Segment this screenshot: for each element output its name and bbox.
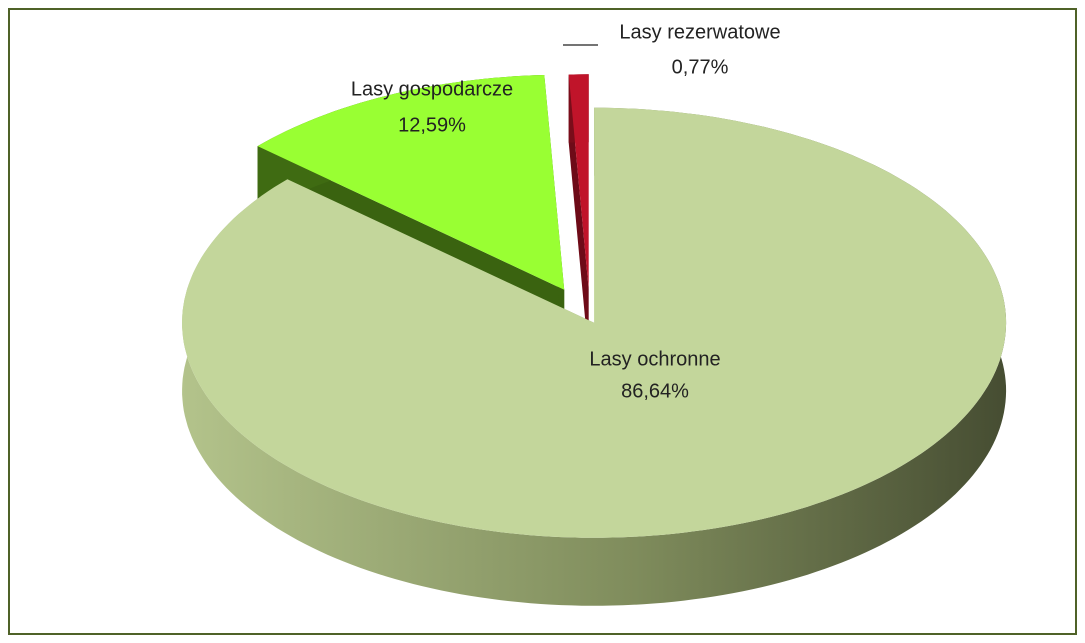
category-label: Lasy rezerwatowe (619, 21, 780, 43)
value-label: 0,77% (672, 56, 729, 78)
pie (182, 74, 1007, 606)
slice-face (568, 74, 589, 358)
slice (257, 75, 565, 290)
category-label: Lasy ochronne (589, 348, 720, 370)
value-label: 12,59% (398, 114, 466, 136)
slice (182, 107, 1007, 538)
slice (568, 74, 589, 290)
category-label: Lasy gospodarcze (351, 78, 513, 100)
value-label: 86,64% (621, 380, 689, 402)
